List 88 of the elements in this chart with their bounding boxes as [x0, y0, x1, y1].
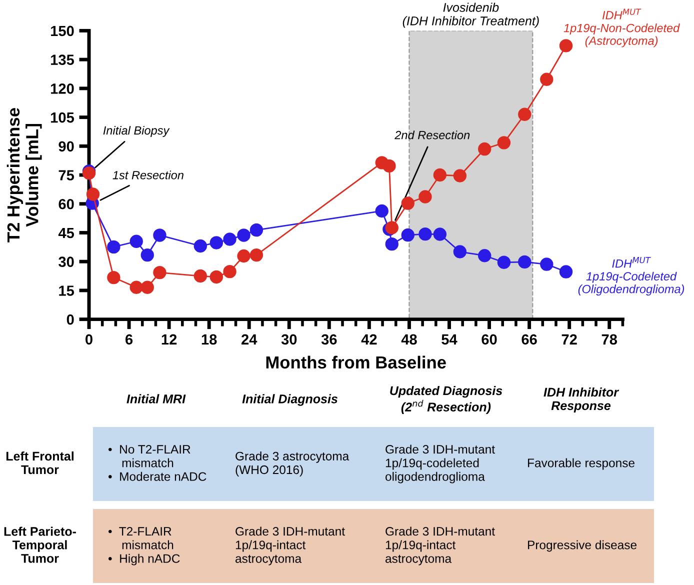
- x-tick-label: 24: [242, 334, 258, 344]
- text: Left Frontal Tumor: [6, 451, 74, 474]
- x-tick-label: 54: [442, 334, 458, 345]
- x-tick-label: 18: [202, 334, 217, 345]
- x-tick-label: 72: [562, 334, 577, 344]
- annotation: Initial Biopsy: [103, 126, 170, 137]
- point: [153, 228, 166, 242]
- annotation: 2nd Resection: [394, 130, 470, 140]
- series-label: IDH$^{MUT}$ 1p19q-Non-Codeleted (Astrocytoma): [564, 8, 680, 48]
- point: [540, 72, 554, 86]
- point: [194, 239, 208, 253]
- point: [385, 237, 398, 251]
- point: [540, 258, 554, 271]
- point: [86, 188, 100, 201]
- text: Updated Diagnosis (2$^{nd}$ Resection): [390, 386, 502, 414]
- y-tick-label: 105: [51, 112, 74, 123]
- point: [497, 136, 511, 150]
- x-tick-label: 78: [602, 334, 618, 345]
- point: [418, 190, 432, 204]
- point: [401, 228, 414, 242]
- point: [140, 280, 154, 294]
- point: [107, 270, 120, 284]
- point: [250, 223, 264, 237]
- text: Grade 3 IDH-mutant 1p/19q-intact astrocytoma: [236, 526, 345, 566]
- point: [140, 248, 154, 262]
- point: [453, 245, 467, 258]
- point: [223, 264, 236, 278]
- text: Initial Diagnosis: [242, 394, 338, 406]
- point: [382, 159, 396, 173]
- point: [237, 249, 250, 263]
- y-tick-label: 150: [51, 26, 74, 36]
- point: [497, 256, 511, 269]
- point: [453, 169, 467, 182]
- point: [375, 204, 388, 218]
- point: [518, 255, 532, 269]
- point: [153, 266, 166, 280]
- x-tick-label: 42: [361, 334, 377, 344]
- x-tick-label: 0: [86, 334, 92, 345]
- y-tick-label: 75: [58, 170, 74, 180]
- y-tick-label: 60: [58, 198, 74, 210]
- y-axis-title: T2 Hyperintense Volume [mL]: [6, 108, 42, 242]
- y-tick-label: 120: [51, 84, 74, 94]
- y-tick-label: 45: [58, 228, 74, 238]
- x-tick-label: 12: [162, 334, 177, 344]
- y-tick-label: 135: [51, 54, 74, 66]
- point: [223, 232, 236, 246]
- x-tick-label: 60: [482, 334, 497, 345]
- text: Grade 3 IDH-mutant 1p/19q-intact astrocytoma: [386, 526, 495, 566]
- point: [518, 108, 532, 121]
- point: [210, 236, 224, 250]
- y-tick-label: 15: [59, 286, 74, 296]
- x-tick-label: 36: [321, 334, 337, 345]
- point: [130, 280, 143, 294]
- point: [478, 249, 492, 262]
- text: Initial MRI: [126, 394, 186, 404]
- x-tick-label: 66: [522, 334, 537, 345]
- point: [385, 221, 398, 234]
- text: • T2-FLAIR mismatch • High nADC: [108, 527, 180, 566]
- point: [433, 168, 447, 182]
- band-label: Ivosidenib (IDH Inhibitor Treatment): [402, 2, 539, 28]
- point: [418, 227, 432, 241]
- text: Grade 3 IDH-mutant 1p/19q-codeleted oligodendroglioma: [386, 444, 495, 484]
- point: [107, 240, 120, 254]
- point: [401, 196, 414, 210]
- text: Grade 3 astrocytoma (WHO 2016): [236, 452, 350, 476]
- point: [210, 270, 224, 284]
- y-tick-label: 90: [58, 141, 74, 152]
- x-tick-label: 30: [281, 334, 297, 345]
- point: [433, 228, 447, 241]
- x-tick-label: 6: [126, 334, 133, 345]
- annotation: 1st Resection: [112, 170, 184, 180]
- y-tick-label: 0: [66, 314, 74, 325]
- point: [130, 234, 143, 248]
- point: [237, 228, 250, 242]
- text: Left Parieto- Temporal Tumor: [4, 526, 76, 563]
- text: IDH Inhibitor Response: [544, 387, 620, 413]
- text: Progressive disease: [528, 540, 637, 552]
- point: [194, 269, 208, 283]
- text: Favorable response: [528, 458, 634, 470]
- point: [559, 39, 573, 52]
- x-tick-label: 48: [401, 334, 417, 345]
- point: [559, 265, 573, 278]
- text: • No T2-FLAIR mismatch • Moderate nADC: [108, 445, 206, 481]
- series-label: IDH$^{MUT}$ 1p19q-Codeleted (Oligodendroglioma): [578, 257, 684, 296]
- y-tick-label: 30: [58, 256, 74, 268]
- point: [250, 248, 264, 262]
- x-axis-title: Months from Baseline: [266, 356, 446, 369]
- point: [478, 142, 492, 156]
